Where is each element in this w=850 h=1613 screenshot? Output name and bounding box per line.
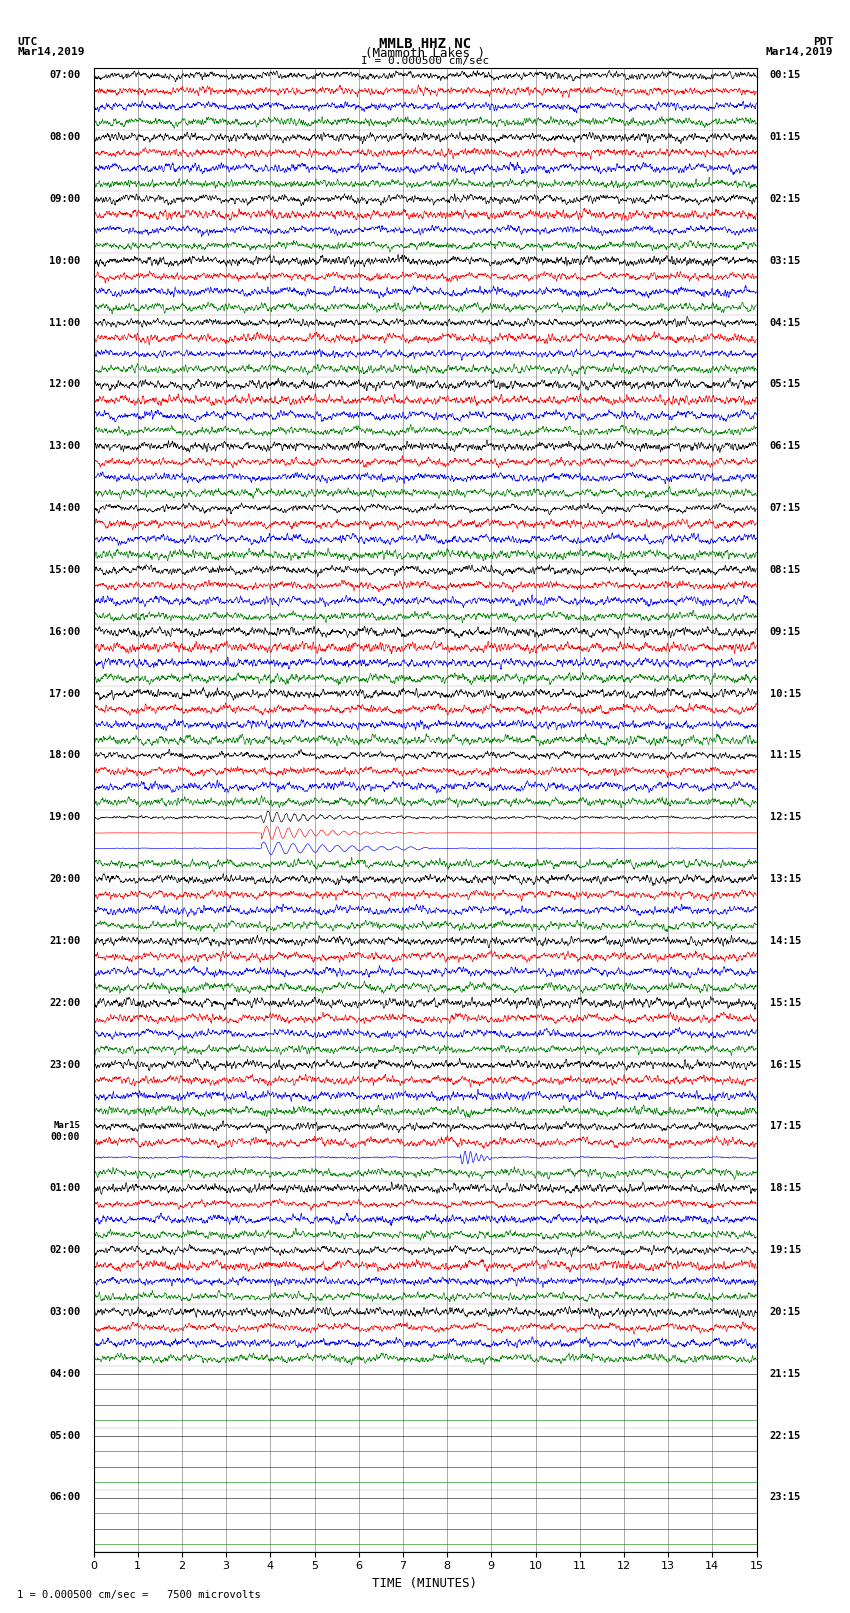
Text: 19:15: 19:15 [770, 1245, 801, 1255]
Text: 15:15: 15:15 [770, 998, 801, 1008]
Text: 04:15: 04:15 [770, 318, 801, 327]
Text: 05:00: 05:00 [49, 1431, 80, 1440]
Text: 07:15: 07:15 [770, 503, 801, 513]
Text: 18:15: 18:15 [770, 1184, 801, 1194]
Text: 01:00: 01:00 [49, 1184, 80, 1194]
Text: 02:00: 02:00 [49, 1245, 80, 1255]
Text: 22:15: 22:15 [770, 1431, 801, 1440]
Text: 00:15: 00:15 [770, 71, 801, 81]
Text: I = 0.000500 cm/sec: I = 0.000500 cm/sec [361, 56, 489, 66]
Text: 08:15: 08:15 [770, 565, 801, 574]
Text: 23:00: 23:00 [49, 1060, 80, 1069]
Text: 09:15: 09:15 [770, 627, 801, 637]
Text: 16:00: 16:00 [49, 627, 80, 637]
Text: Mar15: Mar15 [54, 1121, 80, 1131]
Text: 16:15: 16:15 [770, 1060, 801, 1069]
Text: 04:00: 04:00 [49, 1369, 80, 1379]
Text: 18:00: 18:00 [49, 750, 80, 760]
Text: 13:15: 13:15 [770, 874, 801, 884]
Text: 11:15: 11:15 [770, 750, 801, 760]
Text: 1 = 0.000500 cm/sec =   7500 microvolts: 1 = 0.000500 cm/sec = 7500 microvolts [17, 1590, 261, 1600]
Text: PDT: PDT [813, 37, 833, 47]
Text: 09:00: 09:00 [49, 194, 80, 203]
Text: 13:00: 13:00 [49, 442, 80, 452]
Text: 23:15: 23:15 [770, 1492, 801, 1502]
Text: 21:00: 21:00 [49, 936, 80, 945]
Text: MMLB HHZ NC: MMLB HHZ NC [379, 37, 471, 52]
Text: 19:00: 19:00 [49, 813, 80, 823]
Text: 22:00: 22:00 [49, 998, 80, 1008]
Text: (Mammoth Lakes ): (Mammoth Lakes ) [365, 47, 485, 60]
Text: 14:00: 14:00 [49, 503, 80, 513]
Text: 15:00: 15:00 [49, 565, 80, 574]
Text: Mar14,2019: Mar14,2019 [17, 47, 84, 56]
Text: UTC: UTC [17, 37, 37, 47]
Text: 06:00: 06:00 [49, 1492, 80, 1502]
Text: 11:00: 11:00 [49, 318, 80, 327]
Text: 17:15: 17:15 [770, 1121, 801, 1131]
Text: 00:00: 00:00 [51, 1132, 80, 1142]
Text: 17:00: 17:00 [49, 689, 80, 698]
Text: 06:15: 06:15 [770, 442, 801, 452]
Text: 03:15: 03:15 [770, 256, 801, 266]
Text: 08:00: 08:00 [49, 132, 80, 142]
Text: 12:15: 12:15 [770, 813, 801, 823]
Text: 14:15: 14:15 [770, 936, 801, 945]
Text: 03:00: 03:00 [49, 1307, 80, 1316]
Text: 07:00: 07:00 [49, 71, 80, 81]
Text: 02:15: 02:15 [770, 194, 801, 203]
Text: 12:00: 12:00 [49, 379, 80, 389]
Text: 10:15: 10:15 [770, 689, 801, 698]
Text: 10:00: 10:00 [49, 256, 80, 266]
Text: 21:15: 21:15 [770, 1369, 801, 1379]
Text: 20:00: 20:00 [49, 874, 80, 884]
Text: 05:15: 05:15 [770, 379, 801, 389]
Text: 20:15: 20:15 [770, 1307, 801, 1316]
X-axis label: TIME (MINUTES): TIME (MINUTES) [372, 1578, 478, 1590]
Text: 01:15: 01:15 [770, 132, 801, 142]
Text: Mar14,2019: Mar14,2019 [766, 47, 833, 56]
